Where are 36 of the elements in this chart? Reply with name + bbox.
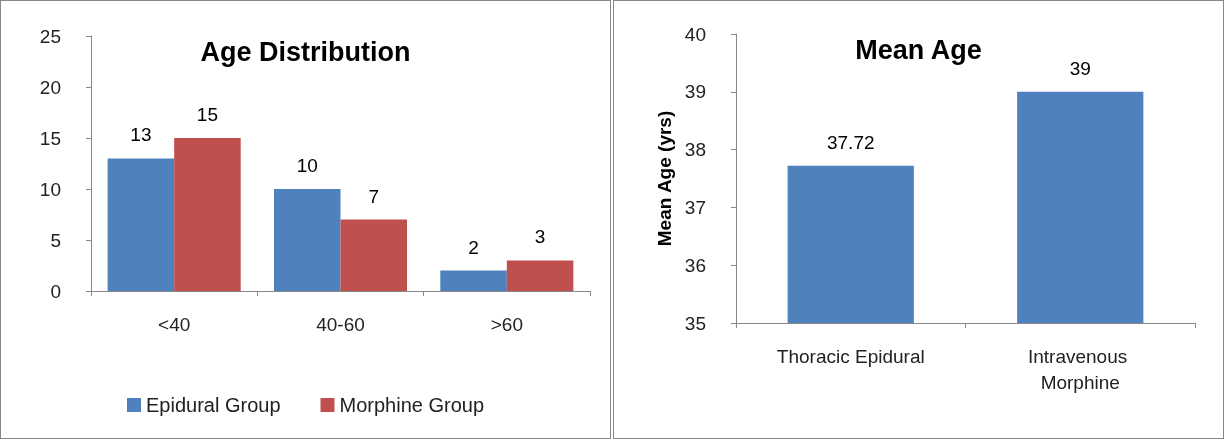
bar [174, 138, 241, 291]
x-tick-label: >60 [490, 313, 523, 335]
chart-title: Mean Age [855, 34, 982, 65]
bar [506, 260, 574, 291]
bar [440, 270, 507, 291]
data-label: 13 [130, 124, 152, 146]
bar [340, 219, 408, 291]
data-label: 37.72 [826, 131, 875, 153]
data-label: 15 [196, 104, 218, 125]
y-axis-title: Mean Age (yrs) [653, 110, 675, 247]
data-label: 2 [468, 236, 479, 258]
chart-title: Age Distribution [200, 36, 411, 67]
y-tick-label: 10 [39, 178, 61, 200]
y-tick-label: 37 [684, 196, 706, 218]
y-tick-label: 39 [684, 81, 706, 103]
x-tick-label: <40 [158, 313, 191, 335]
data-label: 10 [296, 155, 318, 176]
y-tick-label: 25 [39, 25, 61, 47]
bar [107, 158, 175, 291]
data-label: 39 [1069, 57, 1091, 79]
y-tick-label: 35 [684, 312, 706, 334]
y-tick-label: 36 [684, 254, 706, 276]
legend-label: Epidural Group [145, 394, 281, 416]
y-tick-label: 15 [39, 127, 61, 149]
y-tick-label: 0 [50, 280, 61, 302]
y-tick-label: 5 [50, 229, 61, 251]
y-tick-label: 40 [684, 23, 706, 45]
y-tick-label: 20 [39, 76, 61, 98]
y-tick-label: 38 [684, 139, 706, 161]
x-tick-label: 40-60 [316, 313, 365, 335]
data-label: 7 [368, 185, 380, 207]
data-label: 3 [534, 226, 546, 248]
x-tick-label: Intravenous Morphine [1027, 345, 1133, 393]
legend-label: Morphine Group [339, 394, 485, 416]
x-tick-label: Thoracic Epidural [776, 345, 925, 367]
bar [273, 189, 341, 291]
